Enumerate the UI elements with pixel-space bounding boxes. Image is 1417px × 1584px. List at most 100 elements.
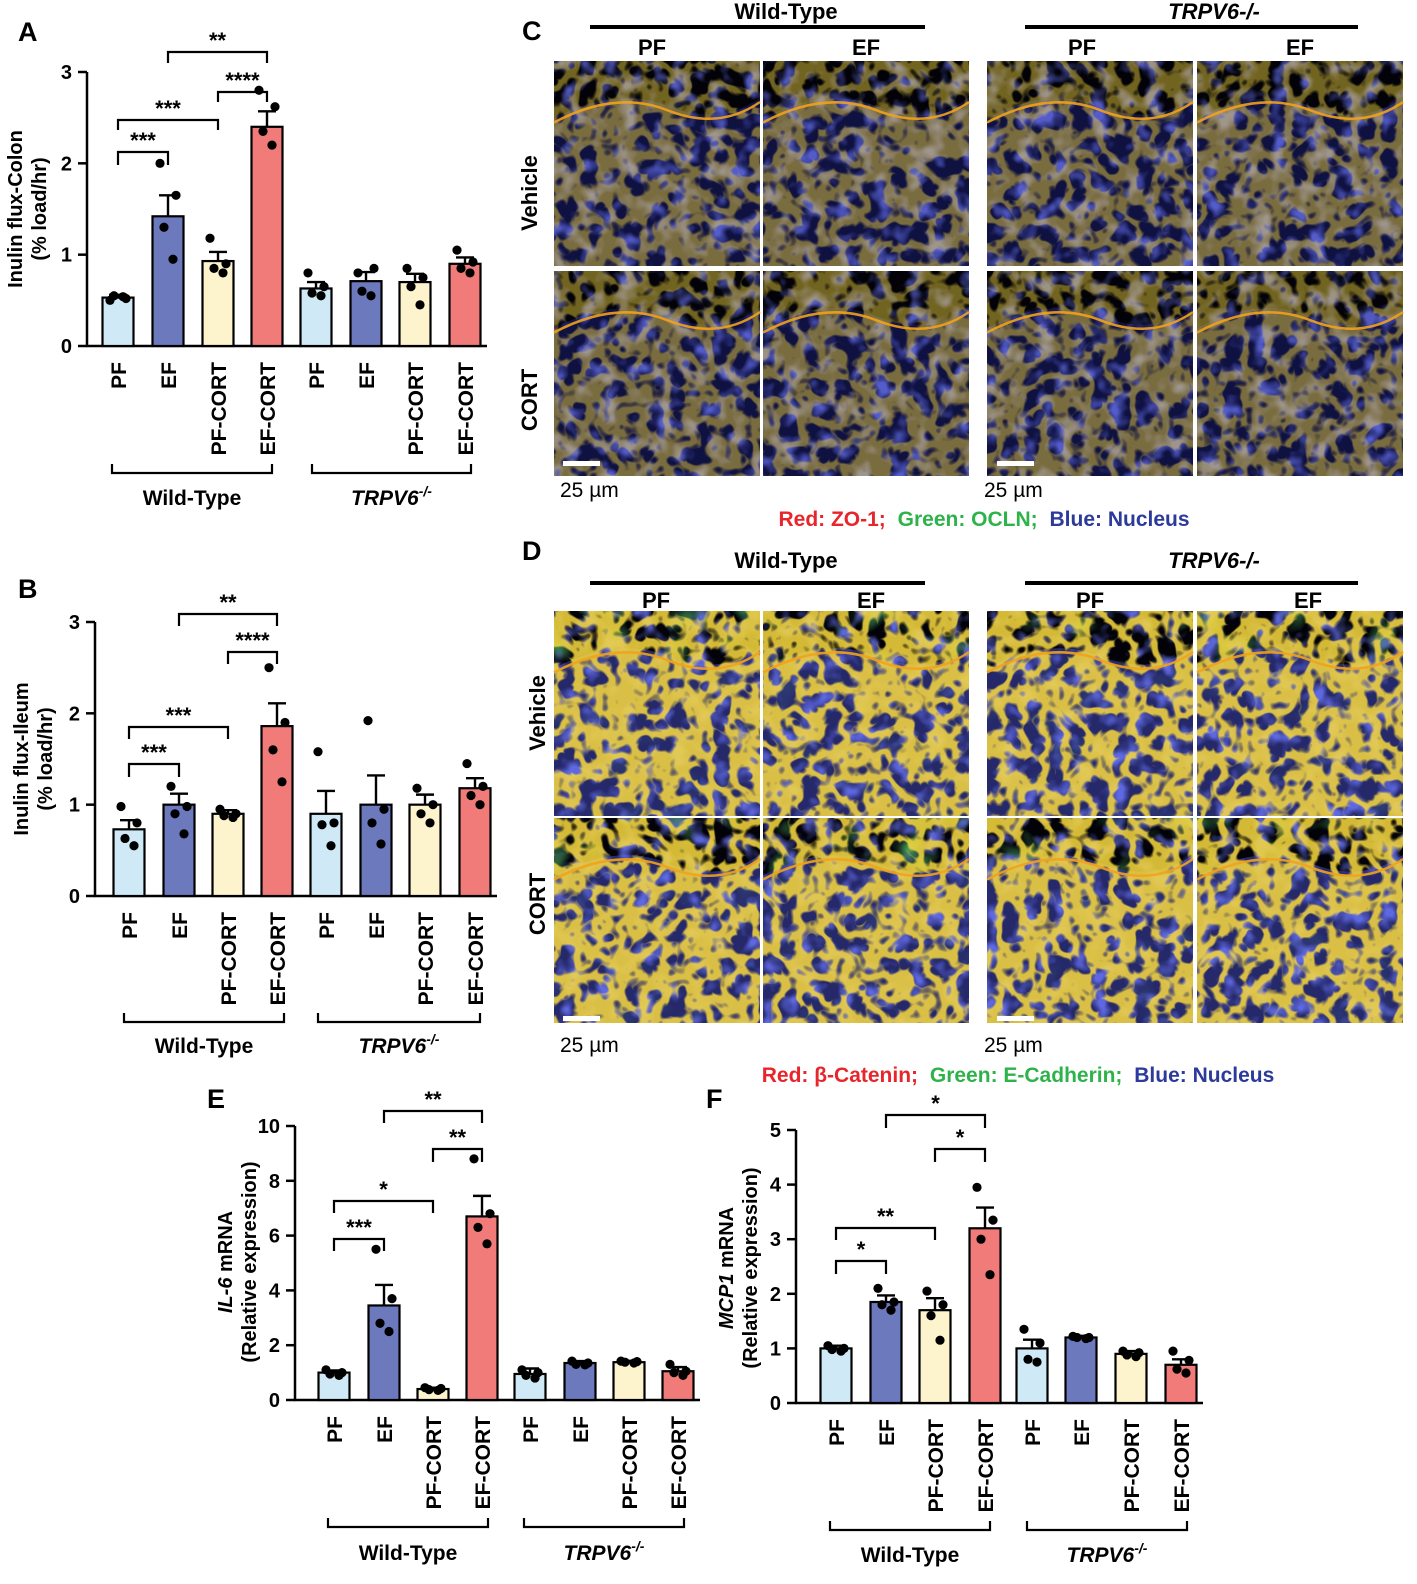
data-point	[665, 1359, 675, 1369]
category-label: PF	[119, 912, 142, 939]
bar	[250, 125, 284, 348]
data-point	[938, 1300, 948, 1310]
bar	[612, 1361, 646, 1402]
significance-bracket	[226, 650, 279, 664]
data-point	[277, 777, 287, 787]
significance-label: *	[931, 1091, 940, 1116]
category-label: PF	[108, 362, 131, 389]
y-axis-title-line: (% load/hr)	[35, 707, 57, 810]
legend-red: Red: ZO-1;	[778, 508, 885, 531]
micrograph-tile	[553, 271, 761, 476]
significance-label: ***	[141, 740, 167, 765]
data-point	[319, 282, 329, 292]
data-point	[171, 190, 181, 200]
header-trpv6: TRPV6-/-	[1168, 0, 1260, 24]
category-label: PF-CORT	[619, 1416, 642, 1509]
micrograph-apical-edge	[762, 100, 970, 124]
group-label-gene: TRPV6	[359, 1035, 427, 1058]
y-axis-title-line: IL-6 mRNA	[215, 1211, 237, 1313]
micrograph-tile	[553, 818, 761, 1023]
micrograph-apical-edge	[553, 100, 761, 124]
data-point	[571, 1359, 581, 1369]
significance-bracket	[884, 1113, 987, 1128]
data-point	[1019, 1324, 1029, 1334]
micrograph-apical-edge	[553, 310, 761, 334]
data-point	[889, 1297, 899, 1307]
subheader-ef: EF	[1294, 588, 1322, 613]
group-label: TRPV6-/-	[359, 1031, 440, 1058]
significance-label: ****	[235, 628, 270, 653]
y-tick-label: 8	[269, 1171, 280, 1193]
group-label: Wild-Type	[143, 487, 242, 510]
data-point	[462, 758, 472, 769]
y-axis-gene-name: MCP1	[716, 1274, 738, 1330]
micrograph-grid-c	[553, 61, 1404, 476]
micrograph-apical-edge	[553, 857, 761, 881]
row-label-vehicle: Vehicle	[525, 675, 550, 751]
data-point	[205, 233, 215, 243]
category-label: PF	[306, 362, 329, 389]
y-tick-label: 10	[258, 1116, 280, 1138]
data-point	[678, 1370, 688, 1380]
micrograph-membrane	[554, 818, 760, 1023]
group-bracket	[316, 1013, 482, 1024]
data-point	[363, 716, 373, 726]
data-point	[1072, 1332, 1082, 1343]
header-wild-type: Wild-Type	[734, 0, 837, 24]
data-point	[922, 1286, 932, 1296]
data-point	[424, 1384, 434, 1395]
panel-letter-d: D	[522, 536, 542, 566]
category-label: EF	[169, 912, 192, 939]
data-point	[1035, 1338, 1045, 1348]
group-bracket	[110, 464, 274, 475]
subheader-pf: PF	[638, 35, 666, 60]
panel-c-micrographs: Wild-Type TRPV6-/- PF EF PF EF Vehicle C…	[517, 0, 1404, 531]
category-label: EF	[356, 362, 379, 389]
category-label: EF-CORT	[1171, 1419, 1194, 1512]
data-point	[466, 790, 476, 801]
data-point	[258, 126, 268, 136]
y-tick-label: 3	[69, 612, 80, 634]
micrograph-apical-edge	[762, 310, 970, 334]
category-label: EF-CORT	[465, 912, 488, 1005]
significance-bracket	[116, 118, 220, 130]
micrograph-membrane	[1197, 818, 1403, 1023]
subheader-ef: EF	[857, 588, 885, 613]
row-label-cort: CORT	[525, 872, 550, 935]
significance-bracket	[431, 1147, 484, 1162]
micrograph-membrane	[763, 61, 969, 266]
bar	[869, 1300, 903, 1405]
category-label: PF	[316, 912, 339, 939]
header-wild-type: Wild-Type	[734, 548, 837, 573]
data-point	[155, 158, 165, 168]
significance-bracket	[834, 1259, 888, 1274]
scale-bar	[563, 1016, 600, 1021]
legend-blue: Blue: Nucleus	[1134, 1064, 1274, 1087]
bar	[918, 1309, 952, 1405]
group-label: Wild-Type	[155, 1035, 254, 1058]
micrograph-membrane	[987, 818, 1193, 1023]
scale-label: 25 µm	[984, 1034, 1043, 1057]
y-tick-label: 2	[61, 153, 72, 175]
data-point	[375, 1318, 385, 1328]
bar	[101, 296, 135, 348]
data-point	[886, 1305, 896, 1315]
data-point	[182, 801, 192, 812]
category-label: EF-CORT	[257, 362, 280, 455]
data-point	[334, 1370, 344, 1380]
category-label: PF	[1022, 1419, 1045, 1446]
data-point	[1184, 1355, 1194, 1366]
micrograph-apical-edge	[1196, 100, 1404, 124]
significance-bracket	[382, 1109, 484, 1123]
data-point	[168, 254, 178, 264]
micrograph-membrane	[554, 61, 760, 266]
chart-a-colon-inulin-flux: 0 1 2 3 Inulin flux-Colon (% load/hr) PF EF PF-C…	[5, 28, 487, 510]
data-point	[268, 745, 278, 755]
data-point	[219, 811, 229, 821]
micrograph-membrane	[1197, 61, 1403, 266]
category-label: EF	[374, 1416, 397, 1443]
bar	[112, 828, 146, 898]
group-label-superscript: -/-	[631, 1538, 645, 1554]
category-label: PF	[324, 1416, 347, 1443]
micrograph-tile	[1196, 271, 1404, 476]
